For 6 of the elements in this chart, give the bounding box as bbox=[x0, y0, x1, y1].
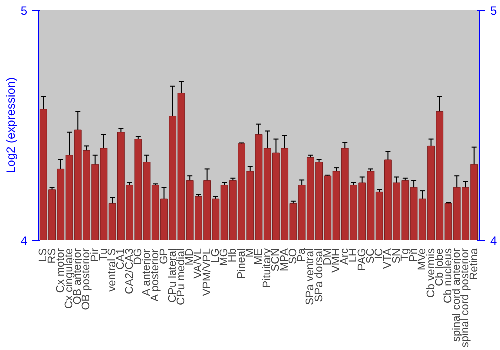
y-axis-title: Log2 (expression) bbox=[4, 77, 18, 174]
y2-tick-label: 5 bbox=[490, 4, 498, 18]
x-tick-label: Tg bbox=[399, 248, 412, 262]
x-tick-label: RS bbox=[46, 248, 58, 264]
x-tick-label: Retina bbox=[468, 248, 480, 280]
y2-tick-label: 4 bbox=[490, 234, 498, 248]
